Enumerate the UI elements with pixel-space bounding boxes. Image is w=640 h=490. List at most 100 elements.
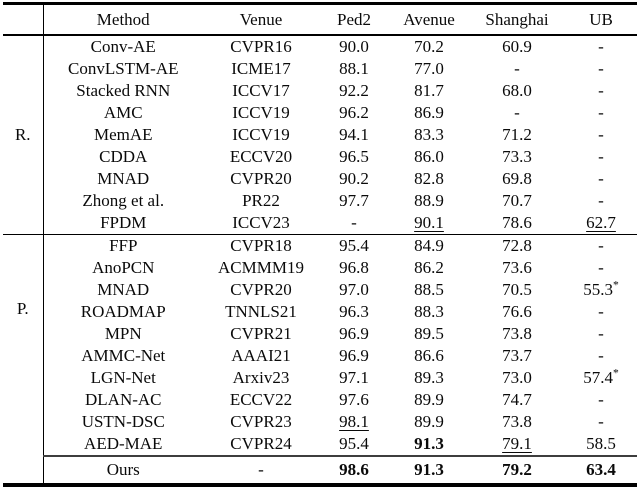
table-row: CDDA ECCV20 96.5 86.0 73.3 - xyxy=(3,146,637,168)
score-cell: 76.6 xyxy=(469,301,565,323)
score-value: 88.3 xyxy=(414,302,444,321)
score-cell: 70.7 xyxy=(469,190,565,212)
venue-name: ACMMM19 xyxy=(218,258,304,277)
score-cell: - xyxy=(565,124,637,146)
ours-row: Ours - 98.6 91.3 79.2 63.4 xyxy=(3,455,637,485)
score-cell: 86.6 xyxy=(389,345,469,367)
score-cell: 83.3 xyxy=(389,124,469,146)
venue-name: ECCV22 xyxy=(229,390,293,409)
method-name: ConvLSTM-AE xyxy=(68,59,179,78)
venue-name: CVPR20 xyxy=(230,169,292,188)
venue-name: CVPR20 xyxy=(230,280,292,299)
venue-name: CVPR23 xyxy=(230,412,292,431)
score-value: 92.2 xyxy=(339,81,369,100)
score-cell: 94.1 xyxy=(319,124,389,146)
score-value: 73.8 xyxy=(502,324,532,343)
score-value: - xyxy=(514,103,520,122)
method-name: Ours xyxy=(106,460,140,479)
table-row: Zhong et al. PR22 97.7 88.9 70.7 - xyxy=(3,190,637,212)
column-header-method: Method xyxy=(43,3,203,36)
score-cell: - xyxy=(565,257,637,279)
method-cell: Stacked RNN xyxy=(43,80,203,102)
score-cell: 73.3 xyxy=(469,146,565,168)
score-value: 96.2 xyxy=(339,103,369,122)
superscript-star: * xyxy=(612,366,619,380)
venue-name: AAAI21 xyxy=(231,346,291,365)
venue-cell: CVPR23 xyxy=(203,411,319,433)
score-value: 62.7 xyxy=(586,213,616,232)
score-cell: 73.8 xyxy=(469,411,565,433)
score-cell: - xyxy=(565,102,637,124)
table-row: LGN-Net Arxiv23 97.1 89.3 73.0 57.4* xyxy=(3,367,637,389)
score-value: 73.3 xyxy=(502,147,532,166)
score-value: 97.6 xyxy=(339,390,369,409)
score-value: - xyxy=(598,324,604,343)
score-value: - xyxy=(598,302,604,321)
table-row: AnoPCN ACMMM19 96.8 86.2 73.6 - xyxy=(3,257,637,279)
score-cell: - xyxy=(565,80,637,102)
score-cell: 73.0 xyxy=(469,367,565,389)
method-cell: USTN-DSC xyxy=(43,411,203,433)
score-value: 90.1 xyxy=(414,213,444,232)
method-name: DLAN-AC xyxy=(85,390,162,409)
score-cell: 97.1 xyxy=(319,367,389,389)
method-cell: Zhong et al. xyxy=(43,190,203,212)
table-row: Stacked RNN ICCV17 92.2 81.7 68.0 - xyxy=(3,80,637,102)
score-cell: 97.7 xyxy=(319,190,389,212)
score-value: 95.4 xyxy=(339,434,369,453)
score-cell: 96.8 xyxy=(319,257,389,279)
score-cell: - xyxy=(319,212,389,235)
venue-cell: ICCV19 xyxy=(203,124,319,146)
score-cell: 63.4 xyxy=(565,455,637,485)
score-cell: 89.9 xyxy=(389,389,469,411)
score-value: 97.7 xyxy=(339,191,369,210)
score-value: 88.1 xyxy=(339,59,369,78)
method-cell: CDDA xyxy=(43,146,203,168)
score-value: - xyxy=(598,191,604,210)
score-cell: - xyxy=(565,168,637,190)
venue-name: Arxiv23 xyxy=(232,368,290,387)
score-value: 76.6 xyxy=(502,302,532,321)
method-cell: DLAN-AC xyxy=(43,389,203,411)
score-value: 88.5 xyxy=(414,280,444,299)
score-value: 96.9 xyxy=(339,346,369,365)
score-cell: - xyxy=(565,146,637,168)
method-cell: Ours xyxy=(43,455,203,485)
score-cell: 96.5 xyxy=(319,146,389,168)
score-value: 96.5 xyxy=(339,147,369,166)
score-value: - xyxy=(598,59,604,78)
score-cell: 79.1 xyxy=(469,433,565,456)
table-row: FPDM ICCV23 - 90.1 78.6 62.7 xyxy=(3,212,637,235)
score-cell: - xyxy=(565,389,637,411)
venue-cell: CVPR20 xyxy=(203,279,319,301)
method-name: MNAD xyxy=(97,169,150,188)
score-value: 94.1 xyxy=(339,125,369,144)
method-cell: ConvLSTM-AE xyxy=(43,58,203,80)
score-value: 97.1 xyxy=(339,368,369,387)
venue-cell: ICCV23 xyxy=(203,212,319,235)
score-value: 86.2 xyxy=(414,258,444,277)
score-value: 79.1 xyxy=(502,434,532,453)
method-cell: AED-MAE xyxy=(43,433,203,456)
method-cell: AMMC-Net xyxy=(43,345,203,367)
group-label: P. xyxy=(16,299,29,318)
column-header-shanghai: Shanghai xyxy=(469,3,565,36)
score-value: 60.9 xyxy=(502,37,532,56)
score-cell: 74.7 xyxy=(469,389,565,411)
score-value: - xyxy=(598,412,604,431)
score-value: 81.7 xyxy=(414,81,444,100)
method-name: AnoPCN xyxy=(92,258,155,277)
score-cell: 71.2 xyxy=(469,124,565,146)
method-name: Conv-AE xyxy=(90,37,156,56)
score-cell: 96.9 xyxy=(319,323,389,345)
score-value: 95.4 xyxy=(339,236,369,255)
venue-cell: AAAI21 xyxy=(203,345,319,367)
method-cell: AMC xyxy=(43,102,203,124)
score-cell: - xyxy=(469,102,565,124)
score-cell: - xyxy=(565,301,637,323)
score-cell: 78.6 xyxy=(469,212,565,235)
score-value: 90.0 xyxy=(339,37,369,56)
method-name: USTN-DSC xyxy=(81,412,165,431)
column-header-ub: UB xyxy=(565,3,637,36)
venue-name: ICCV19 xyxy=(232,103,290,122)
